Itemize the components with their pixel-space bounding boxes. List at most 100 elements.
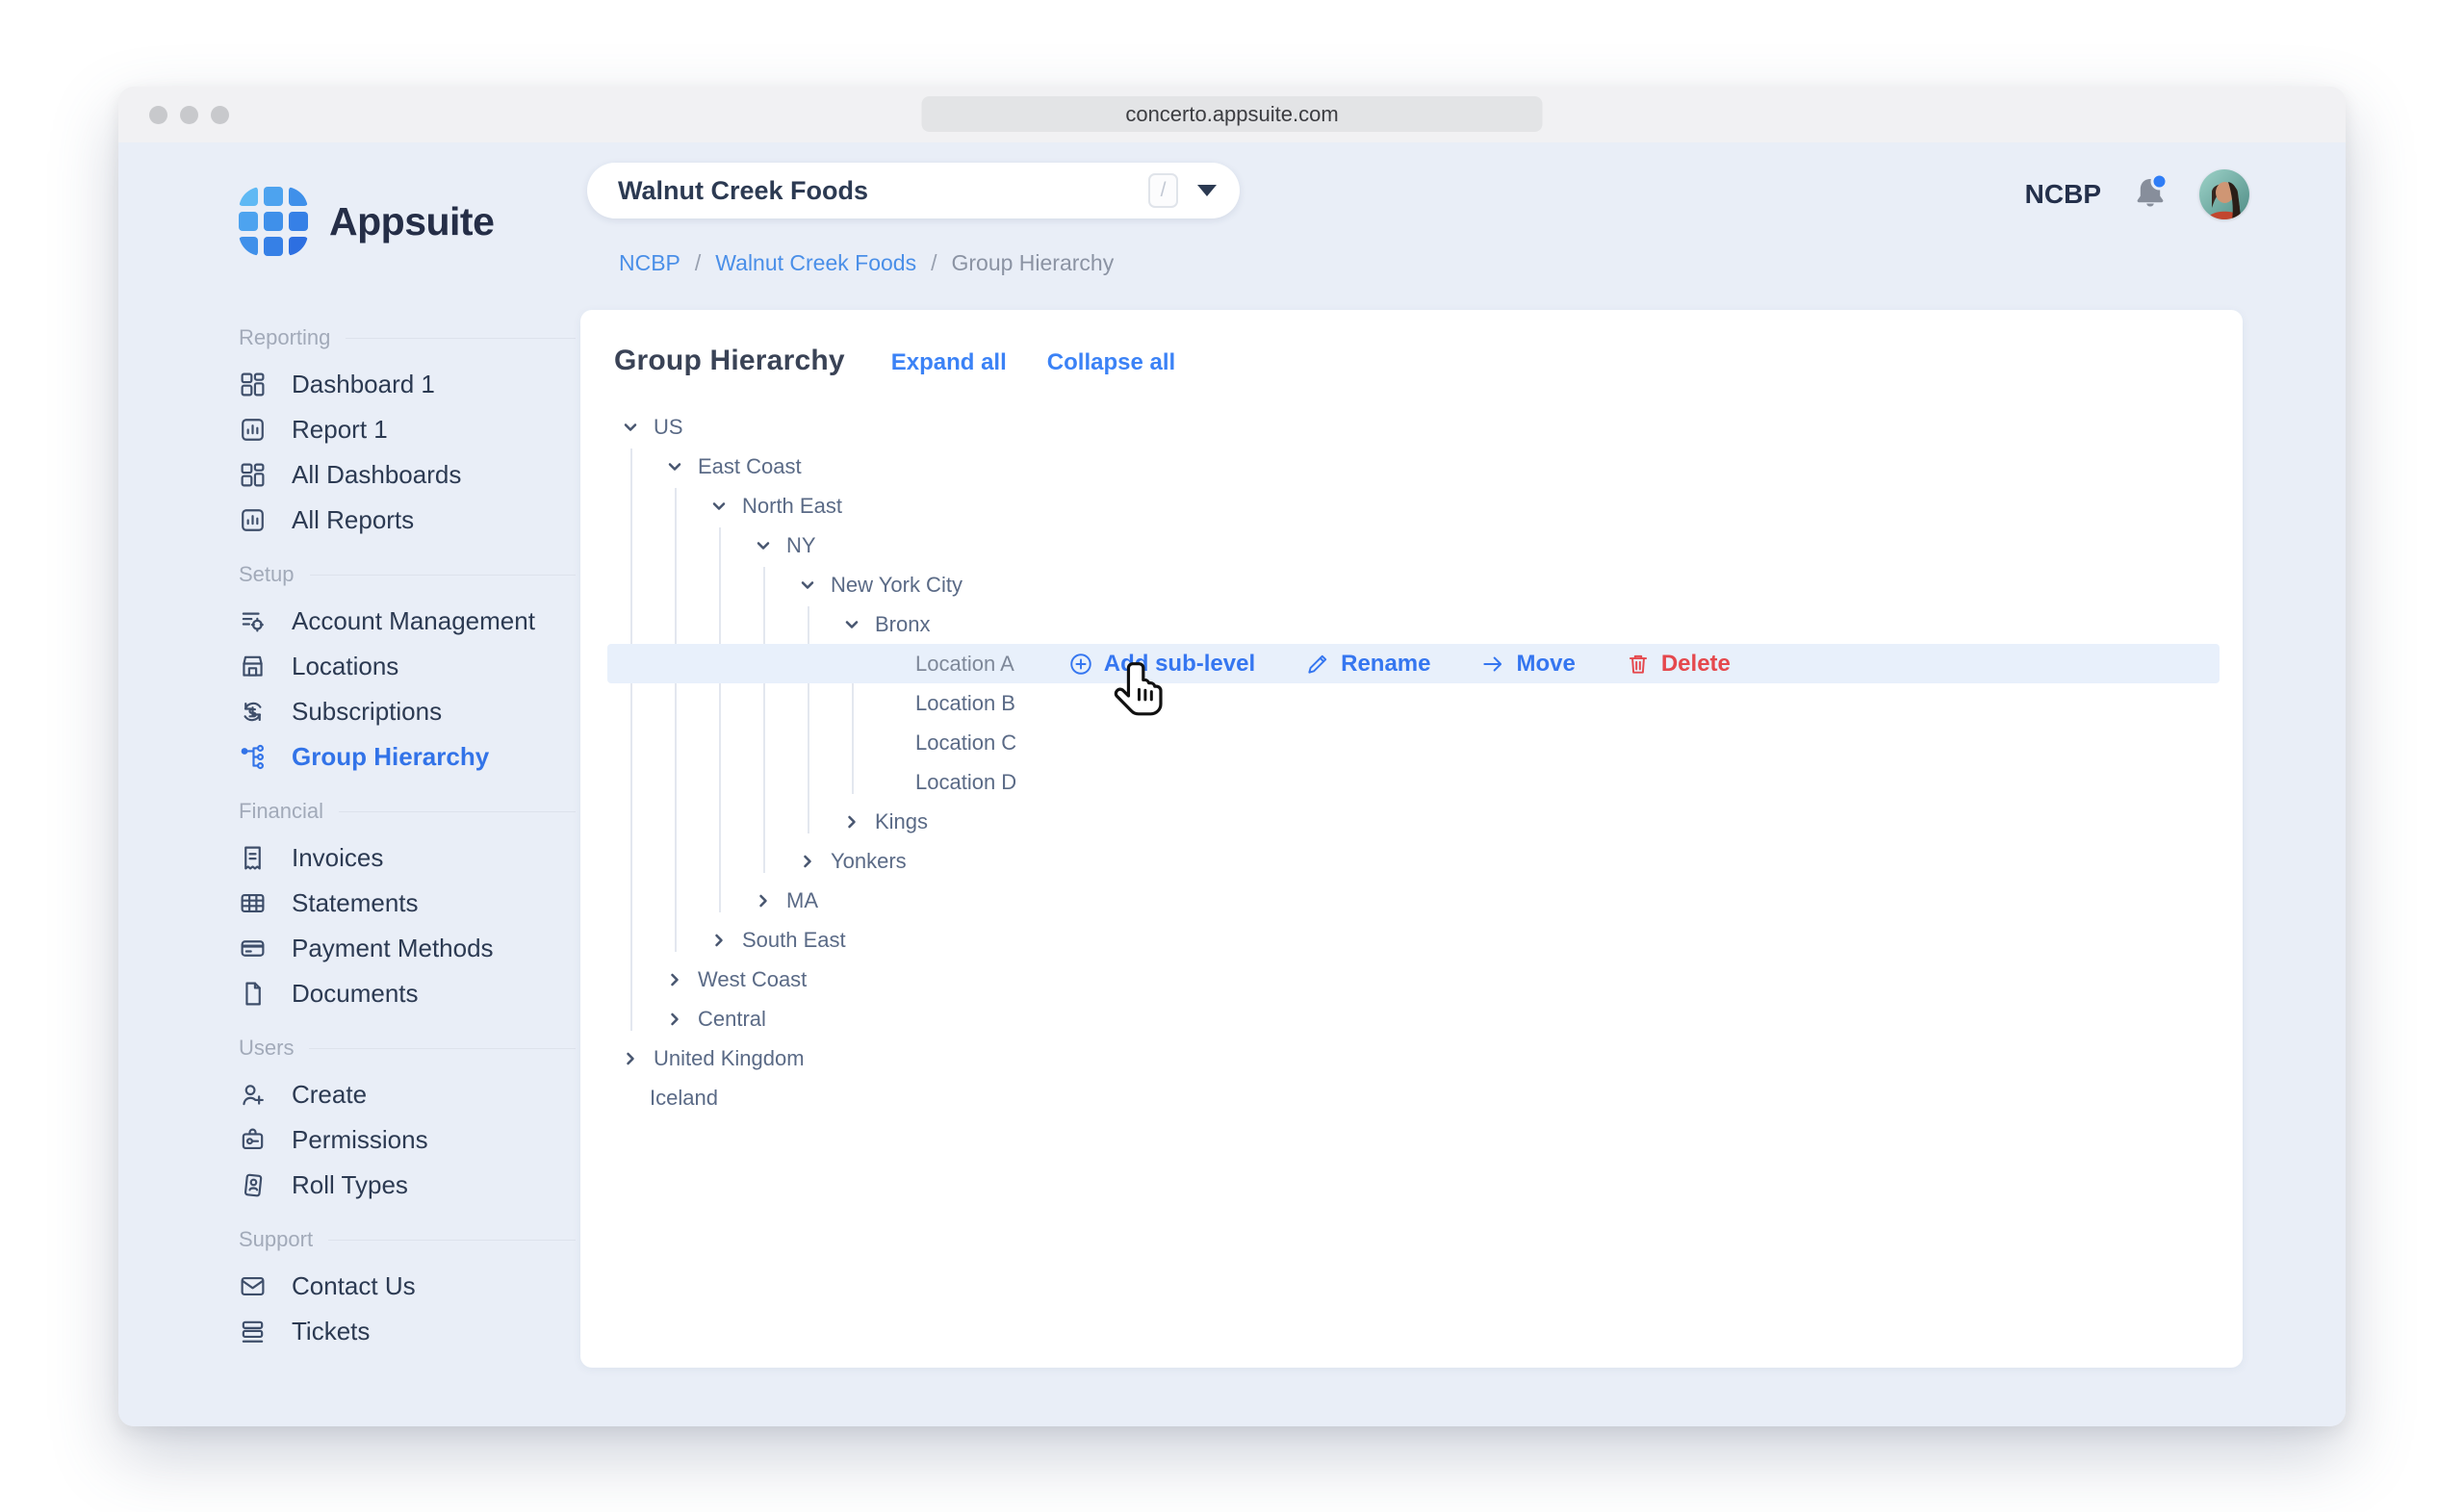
sidebar-item-label: Statements (292, 888, 419, 917)
window-zoom-button[interactable] (211, 106, 229, 124)
tree-node-location-b[interactable]: Location B (607, 683, 2220, 723)
chevron-down-icon[interactable] (842, 615, 875, 634)
tree-node-label: Yonkers (831, 848, 907, 873)
move-icon (1480, 652, 1505, 677)
sidebar-item-tickets[interactable]: Tickets (239, 1309, 576, 1354)
sidebar-section-label: Reporting (239, 323, 576, 352)
breadcrumb-link-ncbp[interactable]: NCBP (619, 250, 680, 275)
chevron-right-icon[interactable] (665, 1010, 698, 1029)
tree-guide-line (763, 567, 765, 873)
sidebar-item-dashboard-1[interactable]: Dashboard 1 (239, 362, 576, 407)
window-controls[interactable] (149, 106, 229, 124)
permissions-icon (239, 1126, 267, 1154)
sidebar-item-group-hierarchy[interactable]: Group Hierarchy (239, 734, 576, 780)
sidebar-item-permissions[interactable]: Permissions (239, 1117, 576, 1163)
tree-node-ma[interactable]: MA (607, 881, 2220, 920)
sidebar-item-statements[interactable]: Statements (239, 881, 576, 926)
chevron-down-icon[interactable] (709, 497, 742, 516)
sidebar-item-payment-methods[interactable]: Payment Methods (239, 926, 576, 971)
sidebar-item-create[interactable]: Create (239, 1072, 576, 1117)
delete-button[interactable]: Delete (1626, 651, 1731, 678)
tree-node-label: Location A (915, 651, 1014, 676)
chevron-down-icon[interactable] (621, 418, 654, 437)
chevron-right-icon[interactable] (754, 891, 786, 910)
tree-node-east-coast[interactable]: East Coast (607, 447, 2220, 486)
tree-node-yonkers[interactable]: Yonkers (607, 841, 2220, 881)
chevron-down-icon[interactable] (754, 536, 786, 555)
tree-node-bronx[interactable]: Bronx (607, 604, 2220, 644)
logo-grid-cell (264, 187, 283, 206)
sidebar-item-roll-types[interactable]: Roll Types (239, 1163, 576, 1208)
rename-button[interactable]: Rename (1305, 651, 1430, 678)
sidebar-item-account-management[interactable]: Account Management (239, 599, 576, 644)
tree-node-ny[interactable]: NY (607, 525, 2220, 565)
window-minimize-button[interactable] (180, 106, 198, 124)
sidebar-item-subscriptions[interactable]: Subscriptions (239, 689, 576, 734)
logo-grid-cell (289, 212, 308, 231)
sidebar-item-contact-us[interactable]: Contact Us (239, 1264, 576, 1309)
chevron-right-icon[interactable] (842, 812, 875, 832)
tree-node-us[interactable]: US (607, 407, 2220, 447)
logo-grid-cell (289, 187, 308, 206)
sidebar-item-label: All Dashboards (292, 460, 462, 489)
breadcrumb: NCBP / Walnut Creek Foods / Group Hierar… (619, 250, 1114, 276)
group-hierarchy-card: Group Hierarchy Expand all Collapse all … (580, 310, 2243, 1368)
collapse-all-button[interactable]: Collapse all (1046, 349, 1176, 375)
address-bar[interactable]: concerto.appsuite.com (921, 96, 1543, 132)
tree-node-label: Kings (875, 808, 929, 833)
sidebar-item-report-1[interactable]: Report 1 (239, 407, 576, 452)
page-title: Group Hierarchy (614, 345, 845, 376)
row-actions: Add sub-level Rename Move Delete (1068, 651, 1731, 678)
sidebar-item-invoices[interactable]: Invoices (239, 835, 576, 881)
window-close-button[interactable] (149, 106, 167, 124)
section-divider (346, 337, 576, 339)
tree-node-new-york-city[interactable]: New York City (607, 565, 2220, 604)
row-action-label: Rename (1341, 650, 1431, 677)
sidebar-item-all-dashboards[interactable]: All Dashboards (239, 452, 576, 498)
chevron-right-icon[interactable] (621, 1049, 654, 1068)
dashboard-icon (239, 461, 267, 489)
tree-node-central[interactable]: Central (607, 999, 2220, 1038)
chevron-right-icon[interactable] (798, 852, 831, 871)
group-tree: US East Coast North East NY New York City Bro… (580, 407, 2243, 1368)
org-selector[interactable]: Walnut Creek Foods / (587, 163, 1240, 218)
user-avatar[interactable] (2199, 169, 2249, 219)
breadcrumb-link-org[interactable]: Walnut Creek Foods (715, 250, 917, 275)
chevron-right-icon[interactable] (709, 931, 742, 950)
chevron-down-icon[interactable] (665, 457, 698, 476)
chevron-right-icon[interactable] (665, 970, 698, 989)
app-logo[interactable]: Appsuite (239, 187, 495, 256)
locations-icon (239, 653, 267, 680)
sidebar-item-documents[interactable]: Documents (239, 971, 576, 1016)
tree-node-iceland[interactable]: Iceland (607, 1078, 2220, 1117)
tree-node-united-kingdom[interactable]: United Kingdom (607, 1038, 2220, 1078)
tree-node-location-a[interactable]: Location A Add sub-level Rename Move Delete (607, 644, 2220, 683)
sidebar-item-label: Subscriptions (292, 697, 443, 726)
expand-all-button[interactable]: Expand all (890, 349, 1007, 375)
report-icon (239, 506, 267, 534)
sidebar-item-label: Contact Us (292, 1271, 416, 1300)
tree-node-label: Location D (915, 769, 1017, 794)
move-button[interactable]: Move (1480, 651, 1576, 678)
document-icon (239, 980, 267, 1008)
mail-icon (239, 1272, 267, 1300)
logo-grid-cell (239, 187, 258, 206)
tree-node-location-d[interactable]: Location D (607, 762, 2220, 802)
add-sub-level-button[interactable]: Add sub-level (1068, 651, 1255, 678)
sidebar-item-all-reports[interactable]: All Reports (239, 498, 576, 543)
tree-node-kings[interactable]: Kings (607, 802, 2220, 841)
notifications-bell-icon[interactable] (2130, 172, 2170, 216)
brand-wordmark: Appsuite (329, 198, 495, 243)
sidebar-item-locations[interactable]: Locations (239, 644, 576, 689)
sidebar-section-label: Financial (239, 797, 576, 826)
tree-node-location-c[interactable]: Location C (607, 723, 2220, 762)
logo-grid-cell (239, 237, 258, 256)
logo-grid-cell (239, 212, 258, 231)
tree-node-south-east[interactable]: South East (607, 920, 2220, 960)
statements-icon (239, 889, 267, 917)
tree-node-west-coast[interactable]: West Coast (607, 960, 2220, 999)
sidebar-item-label: Account Management (292, 606, 535, 635)
chevron-down-icon[interactable] (798, 576, 831, 595)
tree-node-north-east[interactable]: North East (607, 486, 2220, 525)
account-management-icon (239, 607, 267, 635)
